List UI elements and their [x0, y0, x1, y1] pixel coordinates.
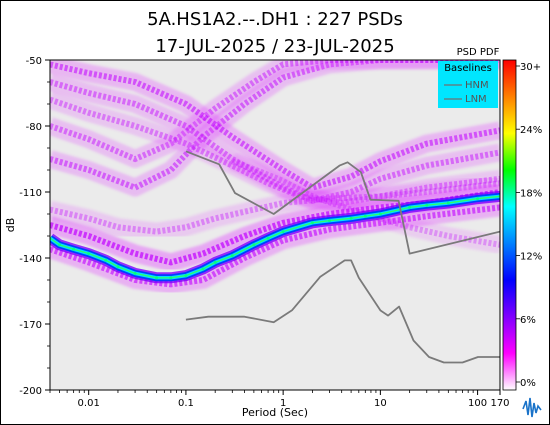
y-tick-label: -110 — [19, 188, 42, 199]
mode-point — [252, 243, 256, 247]
baseline-lnm — [185, 259, 500, 364]
density-band-core — [231, 158, 500, 248]
y-tick-label: -170 — [19, 320, 42, 331]
legend: Baselines HNM LNM — [438, 61, 498, 108]
mode-point — [310, 221, 314, 225]
y-tick-label: -80 — [26, 122, 42, 133]
legend-entry-lnm: LNM — [465, 94, 487, 105]
x-tick-label: 0.1 — [178, 398, 194, 409]
mode-point — [328, 219, 331, 223]
colorbar-tick-label: 18% — [520, 188, 542, 199]
iris-logo — [521, 395, 543, 421]
colorbar-ticks: 30+ 24% 18% 12% 6% 0% — [516, 62, 542, 389]
seismograph-icon — [522, 397, 542, 418]
density-band-core — [50, 180, 500, 235]
mode-point — [476, 197, 480, 201]
mode-point — [266, 236, 270, 240]
density-band — [50, 60, 500, 197]
colorbar: PSD PDF 30+ 24% 18% 12% 6% 0% — [457, 47, 542, 391]
x-tick-label: 1 — [280, 398, 286, 409]
y-tick-label: -50 — [26, 56, 42, 67]
mode-point — [408, 205, 412, 209]
mode-point — [184, 274, 188, 278]
y-tick-label: -140 — [19, 254, 42, 265]
density-band — [229, 152, 500, 254]
density-band-core — [50, 204, 500, 288]
colorbar-tick-label: 6% — [520, 315, 536, 326]
x-tick-label: 100 — [468, 398, 487, 409]
density-layer — [50, 60, 500, 294]
y-axis-label: dB — [4, 218, 17, 233]
mode-point — [133, 271, 137, 275]
mode-point — [72, 247, 76, 251]
mode-point — [425, 203, 429, 207]
colorbar-tick-label: 24% — [520, 125, 542, 136]
x-tick-label: 0.01 — [78, 398, 100, 409]
mode-point — [155, 276, 159, 280]
colorbar-tick-label: 12% — [520, 252, 542, 263]
x-tick-label: 10 — [374, 398, 387, 409]
mode-peak — [50, 195, 500, 279]
mode-point — [378, 212, 382, 216]
colorbar-title: PSD PDF — [457, 47, 500, 58]
mode-point — [57, 243, 61, 247]
mode-point — [363, 214, 367, 218]
density-band-core — [50, 61, 500, 191]
mode-point — [116, 265, 120, 269]
baseline-hnm — [185, 150, 500, 255]
x-tick-label: 170 — [490, 398, 509, 409]
mode-point — [201, 267, 205, 271]
density-band — [50, 174, 500, 241]
colorbar-gradient — [502, 59, 517, 391]
x-axis-label: Period (Sec) — [242, 406, 308, 419]
legend-entry-hnm: HNM — [465, 80, 489, 91]
mode-point — [349, 216, 353, 220]
y-tick-label: -200 — [19, 386, 42, 397]
density-band-core — [50, 79, 500, 204]
baseline-layer — [185, 150, 500, 364]
mode-point — [169, 276, 173, 280]
density-band-core — [50, 189, 500, 266]
colorbar-tick-label: 0% — [520, 378, 536, 389]
mode-point — [281, 230, 285, 234]
x-axis: 0.01 0.1 1 10 100 170 — [49, 390, 510, 409]
chart-title: 5A.HS1A2.--.DH1 : 227 PSDs — [147, 9, 403, 30]
legend-title: Baselines — [444, 63, 492, 74]
chart-subtitle: 17-JUL-2025 / 23-JUL-2025 — [155, 36, 394, 57]
plot-border — [49, 59, 501, 391]
colorbar-tick-label: 30+ — [520, 62, 541, 73]
mode-point — [230, 254, 234, 258]
mode-point — [446, 201, 450, 205]
mode-point — [104, 258, 108, 262]
y-axis: -50 -80 -110 -140 -170 -200 — [19, 56, 50, 397]
mode-point — [87, 252, 91, 256]
mode-point — [213, 260, 217, 264]
density-band — [50, 60, 500, 168]
